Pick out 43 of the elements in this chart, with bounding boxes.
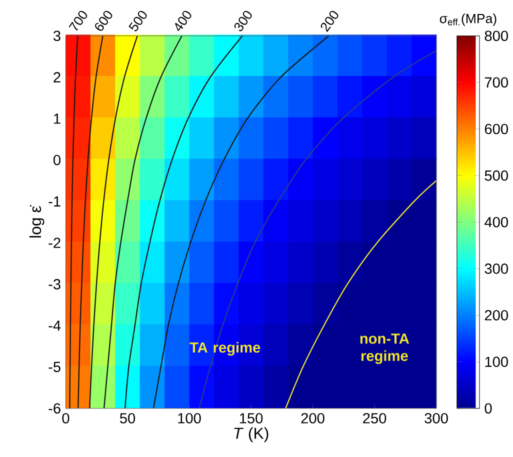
- y-tick-label: 2: [54, 72, 60, 82]
- x-tick-label: 0: [62, 413, 70, 424]
- text: 600: [95, 10, 112, 31]
- line-series: [152, 35, 330, 409]
- annotation: non-TA regime: [360, 334, 410, 364]
- y-tick-label: -2: [48, 238, 60, 248]
- x-tick-label: 250: [363, 413, 386, 424]
- line-series: [69, 35, 78, 409]
- color-bar-label: 300: [484, 263, 508, 274]
- color-bar-label: 0: [484, 403, 492, 414]
- color-bar-label: 200: [484, 310, 508, 320]
- color-bar-label: 400: [484, 216, 508, 228]
- text: 500: [128, 10, 147, 32]
- line-series: [78, 35, 104, 409]
- line-series: [103, 35, 182, 409]
- y-axis-title: log ε̇: [29, 204, 44, 238]
- text: 200: [320, 10, 338, 32]
- annotation: TA regime: [190, 342, 260, 356]
- color-bar-label: 500: [484, 170, 508, 181]
- y-tick-label: 0: [53, 154, 60, 166]
- line-series: [285, 180, 437, 409]
- text: 300: [234, 10, 252, 32]
- y-tick-label: 1: [54, 114, 60, 124]
- x-tick-label: 300: [424, 413, 448, 424]
- x-tick-label: 50: [120, 413, 136, 424]
- x-tick-label: 100: [178, 413, 201, 424]
- y-tick-label: -4: [48, 320, 61, 331]
- y-tick-label: -1: [48, 196, 60, 206]
- text: 400: [175, 10, 192, 32]
- y-tick-label: 3: [53, 30, 60, 41]
- color-bar-label: 800: [484, 30, 508, 41]
- color-bar-label: 600: [484, 124, 508, 134]
- x-tick-label: 150: [240, 413, 263, 424]
- text: 700: [68, 10, 88, 31]
- color-bar-label: 100: [485, 356, 508, 367]
- x-axis-title: T (K): [234, 427, 268, 442]
- color-bar-title: σ$_{eff.}$(MPa): [440, 13, 496, 26]
- y-tick-label: -3: [48, 278, 60, 290]
- color-bar-label: 700: [484, 77, 508, 88]
- x-tick-label: 200: [301, 413, 324, 424]
- y-tick-label: -6: [48, 403, 60, 414]
- line-series: [88, 35, 138, 409]
- y-tick-label: -5: [48, 362, 60, 372]
